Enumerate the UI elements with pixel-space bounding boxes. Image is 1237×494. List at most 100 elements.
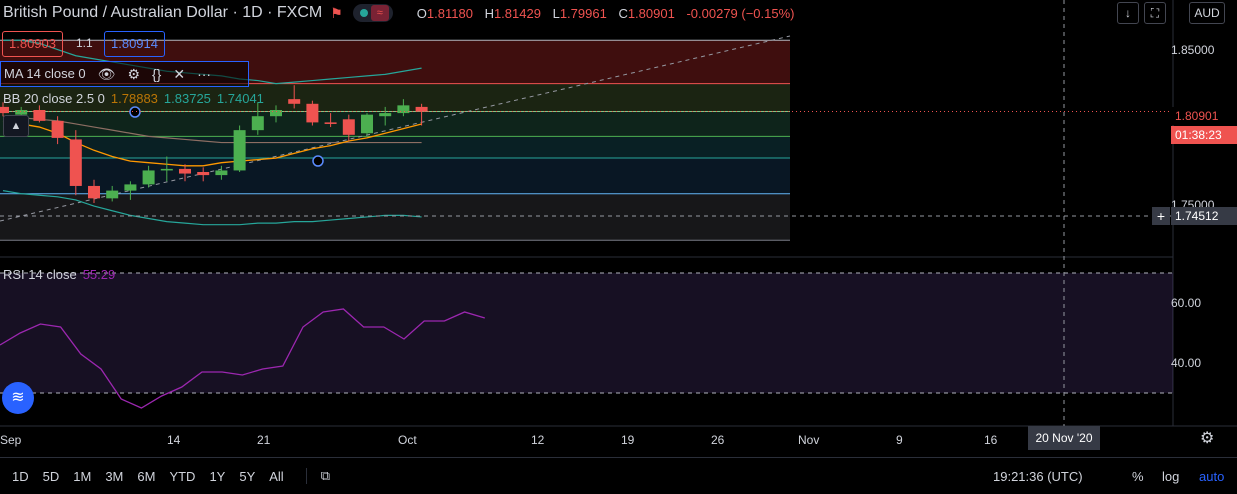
- price-axis-tick: 1.85000: [1171, 43, 1215, 57]
- candle-body: [215, 170, 228, 176]
- range-ytd-button[interactable]: YTD: [169, 468, 196, 484]
- candle-body: [197, 172, 210, 176]
- fib-zone: [0, 111, 790, 137]
- ohlc-values: O1.81180 H1.81429 L1.79961 C1.80901 -0.0…: [417, 6, 803, 21]
- chart-header: British Pound / Australian Dollar · 1D ·…: [0, 0, 803, 26]
- range-5d-button[interactable]: 5D: [42, 468, 60, 484]
- percent-scale-button[interactable]: %: [1132, 468, 1144, 484]
- date-range-icon[interactable]: ⧉: [305, 468, 330, 484]
- last-price-tag: 1.80901: [1171, 107, 1237, 125]
- candle-body: [88, 185, 100, 199]
- time-axis-label: Nov: [798, 433, 820, 447]
- crosshair-price-tag: 1.74512: [1171, 207, 1237, 225]
- candle-body: [51, 120, 64, 138]
- candle-body: [160, 168, 173, 171]
- candle-body: [379, 113, 392, 117]
- flag-icon[interactable]: ⚑: [330, 4, 343, 21]
- range-5y-button[interactable]: 5Y: [239, 468, 256, 484]
- add-alert-plus-button[interactable]: +: [1152, 207, 1170, 225]
- wave-icon: ≈: [370, 5, 389, 21]
- candle-body: [288, 99, 301, 104]
- tradingview-logo-icon[interactable]: ≋: [2, 382, 34, 414]
- bb-basis-line: [2, 115, 422, 144]
- candle-body: [69, 139, 82, 186]
- gear-icon[interactable]: ⚙: [1200, 430, 1215, 447]
- rsi-label: RSI 14 close: [3, 267, 77, 282]
- range-all-button[interactable]: All: [269, 468, 284, 484]
- range-1m-button[interactable]: 1M: [73, 468, 92, 484]
- braces-icon[interactable]: {}: [152, 66, 162, 82]
- fib-zone: [0, 136, 790, 159]
- time-axis-label: 21: [257, 433, 271, 447]
- rsi-value: 55.29: [82, 267, 116, 282]
- bottom-toolbar: 1D 5D 1M 3M 6M YTD 1Y 5Y All ⧉ 19:21:36 …: [0, 457, 1237, 494]
- candle-body: [142, 170, 155, 185]
- market-open-dot: [359, 9, 368, 17]
- fibonacci-retracement: [0, 35, 791, 241]
- fullscreen-icon[interactable]: ⛶: [1144, 2, 1166, 24]
- candle-body: [124, 184, 137, 191]
- eye-icon[interactable]: 👁: [97, 66, 116, 82]
- candle-body: [233, 130, 246, 171]
- buy-price-button[interactable]: 1.80914: [104, 31, 165, 57]
- open-label: O: [416, 5, 427, 21]
- close-icon[interactable]: ✕: [173, 66, 186, 82]
- gear-icon[interactable]: ⚙: [127, 66, 140, 82]
- currency-button[interactable]: AUD: [1189, 2, 1225, 24]
- low-label: L: [552, 5, 560, 21]
- sell-price-button[interactable]: 1.80903: [2, 31, 63, 57]
- range-1d-button[interactable]: 1D: [12, 468, 29, 484]
- range-3m-button[interactable]: 3M: [105, 468, 124, 484]
- clock-time[interactable]: 19:21:36 (UTC): [993, 468, 1083, 484]
- candle-body: [415, 106, 428, 112]
- bb-upper-value: 1.83725: [163, 91, 211, 106]
- rsi-axis-tick: 40.00: [1171, 356, 1202, 370]
- candle-body: [0, 106, 9, 114]
- ma-indicator-legend[interactable]: MA 14 close 0 👁 ⚙ {} ✕ ···: [0, 61, 249, 87]
- close-label: C: [618, 5, 628, 21]
- candlestick-series: [0, 85, 1173, 203]
- rsi-axis-tick: 60.00: [1171, 296, 1202, 310]
- fib-zone: [0, 193, 790, 241]
- change-value: -0.00279 (−0.15%): [686, 5, 795, 21]
- auto-scale-button[interactable]: auto: [1199, 468, 1225, 484]
- time-axis-label: 14: [167, 433, 181, 447]
- candle-body: [15, 110, 28, 115]
- close-value: 1.80901: [627, 5, 675, 21]
- symbol-title[interactable]: British Pound / Australian Dollar · 1D ·…: [3, 4, 323, 21]
- time-axis-label: 16: [984, 433, 998, 447]
- log-scale-button[interactable]: log: [1162, 468, 1180, 484]
- arrow-down-icon[interactable]: ↓: [1117, 2, 1139, 24]
- candle-body: [397, 105, 410, 114]
- candle-body: [251, 116, 264, 131]
- time-axis-label: 12: [531, 433, 545, 447]
- bb-lower-value: 1.74041: [216, 91, 264, 106]
- bb-indicator-legend[interactable]: BB 20 close 2.5 0 1.78883 1.83725 1.7404…: [0, 87, 264, 111]
- crosshair: [0, 0, 1173, 426]
- range-6m-button[interactable]: 6M: [137, 468, 156, 484]
- time-axis-label: 26: [711, 433, 725, 447]
- spread-value: 1.1: [76, 36, 93, 50]
- fib-zone: [0, 158, 790, 194]
- low-value: 1.79961: [559, 5, 607, 21]
- high-value: 1.81429: [493, 5, 541, 21]
- candle-body: [270, 110, 282, 117]
- countdown-tag: 01:38:23: [1171, 126, 1237, 144]
- bb-label: BB 20 close 2.5 0: [3, 91, 105, 106]
- range-1y-button[interactable]: 1Y: [209, 468, 226, 484]
- high-label: H: [484, 5, 494, 21]
- bb-basis-value: 1.78883: [110, 91, 158, 106]
- trend-anchor-point: [312, 155, 324, 167]
- collapse-legend-icon[interactable]: ▲: [3, 115, 29, 137]
- market-status[interactable]: ≈: [352, 4, 393, 22]
- rsi-pane: [0, 272, 1173, 409]
- time-axis-label: Oct: [398, 433, 417, 447]
- rsi-indicator-legend[interactable]: RSI 14 close 55.29: [0, 263, 115, 287]
- crosshair-date-tag: 20 Nov '20: [1028, 426, 1100, 450]
- rsi-band: [0, 273, 1173, 393]
- candle-body: [306, 103, 319, 123]
- more-icon[interactable]: ···: [197, 66, 212, 82]
- open-value: 1.81180: [426, 5, 473, 21]
- bb-lower-line: [2, 190, 422, 226]
